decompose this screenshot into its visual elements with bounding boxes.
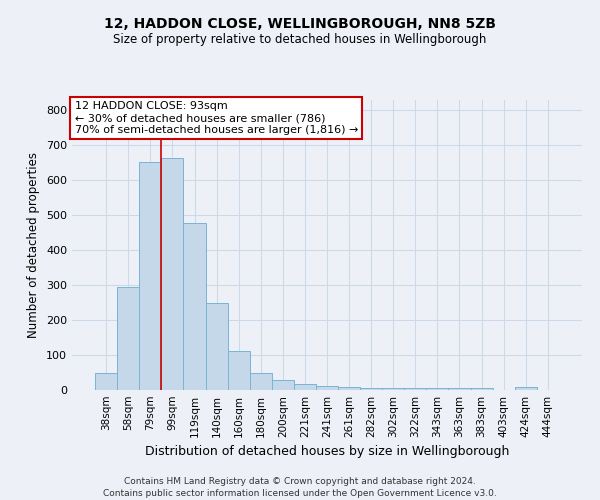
Text: 12 HADDON CLOSE: 93sqm
← 30% of detached houses are smaller (786)
70% of semi-de: 12 HADDON CLOSE: 93sqm ← 30% of detached… [74,102,358,134]
Bar [272,380,294,390]
Bar [206,302,227,390]
Text: Contains HM Land Registry data © Crown copyright and database right 2024.: Contains HM Land Registry data © Crown c… [124,478,476,486]
Bar [95,373,117,390]
Bar [338,387,360,390]
Bar [139,162,161,390]
Y-axis label: Number of detached properties: Number of detached properties [28,152,40,338]
Bar [470,388,493,390]
X-axis label: Distribution of detached houses by size in Wellingborough: Distribution of detached houses by size … [145,446,509,458]
Text: Contains public sector information licensed under the Open Government Licence v3: Contains public sector information licen… [103,489,497,498]
Bar [184,223,206,390]
Text: 12, HADDON CLOSE, WELLINGBOROUGH, NN8 5ZB: 12, HADDON CLOSE, WELLINGBOROUGH, NN8 5Z… [104,18,496,32]
Bar [360,388,382,390]
Text: Size of property relative to detached houses in Wellingborough: Size of property relative to detached ho… [113,32,487,46]
Bar [427,388,448,390]
Bar [448,388,470,390]
Bar [294,384,316,390]
Bar [316,386,338,390]
Bar [227,350,250,390]
Bar [515,387,537,390]
Bar [250,372,272,390]
Bar [404,388,427,390]
Bar [161,158,184,390]
Bar [117,287,139,390]
Bar [382,388,404,390]
